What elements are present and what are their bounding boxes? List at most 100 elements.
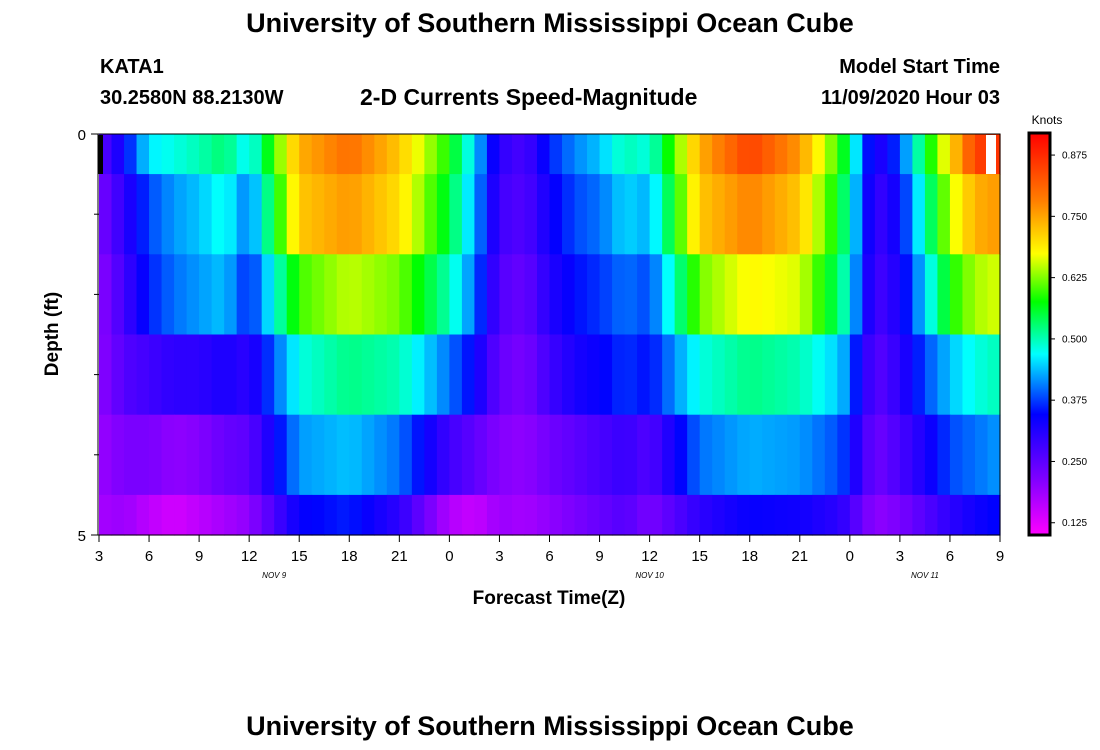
station-coordinates: 30.2580N 88.2130W bbox=[100, 87, 284, 109]
heatmap-cell bbox=[511, 494, 526, 536]
heatmap-cell bbox=[311, 334, 325, 416]
heatmap-cell bbox=[599, 174, 613, 255]
heatmap-cell bbox=[762, 254, 776, 336]
heatmap-cell bbox=[161, 494, 175, 536]
heatmap-cell bbox=[286, 334, 300, 416]
heatmap-cell bbox=[737, 334, 751, 416]
heatmap-cell bbox=[524, 174, 538, 255]
heatmap-cell bbox=[311, 494, 325, 536]
heatmap-cell bbox=[824, 134, 838, 175]
heatmap-cell bbox=[874, 254, 888, 336]
heatmap-cell bbox=[511, 254, 526, 336]
heatmap-cell bbox=[149, 494, 163, 536]
heatmap-cell bbox=[587, 414, 601, 496]
plot-title: 2-D Currents Speed-Magnitude bbox=[360, 84, 698, 110]
heatmap-cell bbox=[524, 134, 538, 175]
heatmap-cell bbox=[386, 494, 400, 536]
heatmap-cell bbox=[912, 494, 926, 536]
heatmap-cell bbox=[749, 134, 763, 175]
heatmap-cell bbox=[486, 254, 501, 336]
heatmap-cell bbox=[174, 334, 188, 416]
heatmap-cell bbox=[449, 494, 463, 536]
heatmap-cell bbox=[174, 414, 188, 496]
heatmap-cell bbox=[849, 334, 863, 416]
heatmap-cell bbox=[674, 174, 688, 255]
heatmap-cell bbox=[336, 174, 350, 255]
heatmap-cell bbox=[199, 254, 213, 336]
heatmap-cell bbox=[924, 414, 939, 496]
heatmap-cell bbox=[449, 254, 463, 336]
heatmap-cell bbox=[937, 494, 951, 536]
heatmap-cell bbox=[924, 494, 939, 536]
heatmap-cell bbox=[624, 414, 638, 496]
heatmap-cell bbox=[499, 254, 513, 336]
date-label: NOV 9 bbox=[262, 571, 287, 580]
heatmap-cell bbox=[274, 494, 288, 536]
heatmap-cell bbox=[787, 254, 801, 336]
heatmap-cells bbox=[99, 134, 1001, 536]
heatmap-cell bbox=[824, 414, 838, 496]
model-start-time: 11/09/2020 Hour 03 bbox=[820, 87, 1000, 109]
heatmap-cell bbox=[612, 254, 626, 336]
x-tick-label: 21 bbox=[391, 548, 408, 565]
heatmap-cell bbox=[211, 414, 225, 496]
heatmap-cell bbox=[224, 334, 238, 416]
heatmap-cell bbox=[399, 334, 413, 416]
heatmap-cell bbox=[424, 414, 438, 496]
x-tick-label: 6 bbox=[545, 548, 553, 565]
heatmap-cell bbox=[912, 134, 926, 175]
heatmap-cell bbox=[224, 254, 238, 336]
heatmap-cell bbox=[937, 414, 951, 496]
heatmap-cell bbox=[674, 254, 688, 336]
heatmap-cell bbox=[361, 334, 375, 416]
heatmap-cell bbox=[962, 414, 976, 496]
heatmap-cell bbox=[699, 134, 713, 175]
heatmap-cell bbox=[587, 334, 601, 416]
heatmap-cell bbox=[111, 134, 125, 175]
heatmap-cell bbox=[774, 334, 788, 416]
heatmap-cell bbox=[511, 134, 526, 175]
heatmap-cell bbox=[887, 134, 901, 175]
heatmap-cell bbox=[624, 494, 638, 536]
heatmap-cell bbox=[486, 334, 501, 416]
heatmap-cell bbox=[524, 334, 538, 416]
heatmap-cell bbox=[674, 414, 688, 496]
y-tick-label: 0 bbox=[78, 127, 86, 144]
heatmap-cell bbox=[612, 334, 626, 416]
heatmap-cell bbox=[974, 134, 989, 175]
date-label: NOV 10 bbox=[635, 571, 664, 580]
heatmap-cell bbox=[887, 494, 901, 536]
heatmap-cell bbox=[949, 134, 964, 175]
heatmap-cell bbox=[599, 334, 613, 416]
heatmap-cell bbox=[136, 414, 150, 496]
heatmap-cell bbox=[837, 254, 851, 336]
heatmap-cell bbox=[374, 254, 388, 336]
heatmap-cell bbox=[111, 494, 125, 536]
heatmap-cell bbox=[774, 174, 788, 255]
heatmap-cell bbox=[824, 254, 838, 336]
colorbar-tick-label: 0.250 bbox=[1062, 457, 1087, 468]
heatmap-cell bbox=[449, 134, 463, 175]
heatmap-cell bbox=[862, 134, 876, 175]
x-tick-label: 3 bbox=[95, 548, 103, 565]
heatmap-cell bbox=[574, 134, 588, 175]
heatmap-cell bbox=[662, 254, 676, 336]
heatmap-cell bbox=[862, 334, 876, 416]
heatmap-cell bbox=[186, 334, 200, 416]
model-start-label: Model Start Time bbox=[839, 56, 1000, 78]
heatmap-cell bbox=[549, 334, 563, 416]
heatmap-cell bbox=[199, 414, 213, 496]
heatmap-cell bbox=[474, 254, 488, 336]
heatmap-cell bbox=[211, 174, 225, 255]
heatmap-cell bbox=[587, 134, 601, 175]
heatmap-cell bbox=[649, 174, 663, 255]
heatmap-cell bbox=[186, 414, 200, 496]
heatmap-cell bbox=[436, 134, 450, 175]
heatmap-cell bbox=[974, 414, 989, 496]
heatmap-cell bbox=[424, 134, 438, 175]
heatmap-cell bbox=[849, 174, 863, 255]
heatmap-cell bbox=[386, 174, 400, 255]
heatmap-cell bbox=[536, 414, 551, 496]
heatmap-cell bbox=[637, 254, 651, 336]
heatmap-cell bbox=[587, 494, 601, 536]
